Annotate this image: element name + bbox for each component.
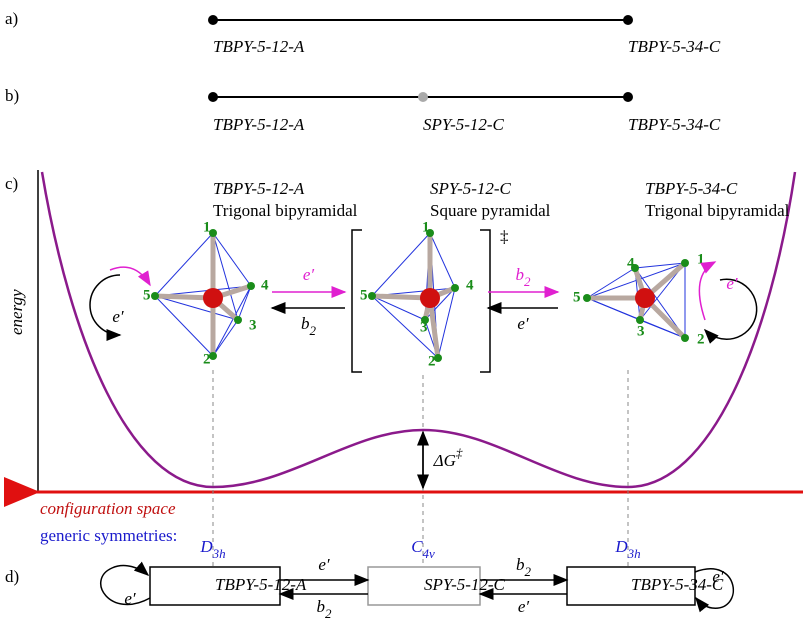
arrow-label: b2 xyxy=(516,555,532,580)
atom-label: 1 xyxy=(697,251,705,267)
graph-node xyxy=(418,92,428,102)
atom-label: 4 xyxy=(627,255,635,271)
structure-name: TBPY-5-12-A xyxy=(213,179,305,198)
polyhedron-edge xyxy=(213,233,251,286)
arrow-label-sub: 2 xyxy=(325,606,332,619)
atom-label: 1 xyxy=(422,219,430,235)
loop-arrow xyxy=(110,267,150,285)
metal-atom xyxy=(203,288,223,308)
atom-label: 2 xyxy=(697,331,705,347)
barrier-label: ΔG‡ xyxy=(433,445,463,469)
arrow-label: e′ xyxy=(517,314,529,333)
bracket-mark: ‡ xyxy=(500,227,509,246)
polyhedron-edge xyxy=(587,298,640,320)
structure-geometry: Trigonal bipyramidal xyxy=(213,201,358,220)
ligand-atom xyxy=(583,294,591,302)
arrow-label-sub: 2 xyxy=(525,564,532,579)
panel-label: b) xyxy=(5,86,19,105)
symmetry-main: D xyxy=(199,537,213,556)
structure-geometry: Trigonal bipyramidal xyxy=(645,201,790,220)
ligand-atom xyxy=(368,292,376,300)
loop-arrow xyxy=(90,275,120,335)
symmetry: D3h xyxy=(199,537,225,562)
node-label: SPY-5-12-C xyxy=(423,115,505,134)
atom-label: 4 xyxy=(466,277,474,293)
state-label: TBPY-5-34-C xyxy=(631,575,724,594)
content: a) TBPY-5-12-A TBPY-5-34-C b) TBPY-5-12-A SPY… xyxy=(5,9,790,619)
arrow-label-main: b xyxy=(516,555,525,574)
symmetry: C4v xyxy=(411,537,435,562)
atom-label: 1 xyxy=(203,219,211,235)
arrow-label: b2 xyxy=(317,597,333,619)
atom-label: 3 xyxy=(637,323,645,339)
structure-name: SPY-5-12-C xyxy=(430,179,512,198)
atom-label: 5 xyxy=(360,287,368,303)
loop-label: e′ xyxy=(726,274,738,293)
ligand-atom xyxy=(681,259,689,267)
atom-label: 3 xyxy=(249,317,257,333)
arrow-label: e′ xyxy=(318,555,330,574)
structure-name: TBPY-5-34-C xyxy=(645,179,738,198)
symmetries-label: generic symmetries: xyxy=(40,526,177,545)
ligand-atom xyxy=(451,284,459,292)
panel-label: d) xyxy=(5,567,19,586)
arrow-label-main: b xyxy=(516,265,525,284)
atom-label: 4 xyxy=(261,277,269,293)
arrow-label: e′ xyxy=(518,597,530,616)
atom-label: 5 xyxy=(143,287,151,303)
diagram: a) TBPY-5-12-A TBPY-5-34-C b) TBPY-5-12-A SPY… xyxy=(0,0,803,619)
metal-atom xyxy=(420,288,440,308)
atom-label: 5 xyxy=(573,289,581,305)
graph-node xyxy=(623,92,633,102)
state-label: SPY-5-12-C xyxy=(424,575,506,594)
graph-node xyxy=(208,92,218,102)
symmetry: D3h xyxy=(614,537,640,562)
loop-label: e′ xyxy=(124,589,136,608)
atom-label: 2 xyxy=(203,351,211,367)
barrier-label-sup: ‡ xyxy=(456,445,463,460)
polyhedron-edge xyxy=(155,233,213,296)
node-label: TBPY-5-34-C xyxy=(628,115,721,134)
y-axis-label: energy xyxy=(7,289,26,335)
graph-node xyxy=(623,15,633,25)
x-axis-label: configuration space xyxy=(40,499,176,518)
metal-atom xyxy=(635,288,655,308)
symmetry-sub: 3h xyxy=(627,546,641,561)
symmetry-sub: 4v xyxy=(423,546,436,561)
arrow-label-sub: 2 xyxy=(310,323,317,338)
arrow-label: b2 xyxy=(516,265,532,290)
node-label: TBPY-5-34-C xyxy=(628,37,721,56)
arrow-label: b2 xyxy=(301,314,317,339)
loop-arrow xyxy=(699,262,715,320)
symmetry-sub: 3h xyxy=(212,546,226,561)
polyhedron-edge xyxy=(438,288,455,358)
polyhedron-edge xyxy=(430,233,455,288)
panel-label: a) xyxy=(5,9,18,28)
arrow-label-sub: 2 xyxy=(524,274,531,289)
ligand-atom xyxy=(247,282,255,290)
barrier-label-main: ΔG xyxy=(433,451,456,470)
symmetry-main: D xyxy=(614,537,628,556)
arrow-label-main: b xyxy=(317,597,326,616)
state-label: TBPY-5-12-A xyxy=(215,575,307,594)
arrow-label-main: b xyxy=(301,314,310,333)
node-label: TBPY-5-12-A xyxy=(213,37,305,56)
structure-geometry: Square pyramidal xyxy=(430,201,551,220)
atom-label: 2 xyxy=(428,353,436,369)
polyhedron-edge xyxy=(372,233,430,296)
loop-label: e′ xyxy=(112,307,124,326)
ligand-atom xyxy=(151,292,159,300)
ligand-atom xyxy=(234,316,242,324)
polyhedron-edge xyxy=(155,296,213,356)
node-label: TBPY-5-12-A xyxy=(213,115,305,134)
symmetry-main: C xyxy=(411,537,423,556)
panel-label: c) xyxy=(5,174,18,193)
loop-label: e′ xyxy=(712,567,724,586)
graph-node xyxy=(208,15,218,25)
atom-label: 3 xyxy=(420,319,428,335)
arrow-label: e′ xyxy=(303,265,315,284)
polyhedron-edge xyxy=(213,320,238,356)
ligand-atom xyxy=(681,334,689,342)
